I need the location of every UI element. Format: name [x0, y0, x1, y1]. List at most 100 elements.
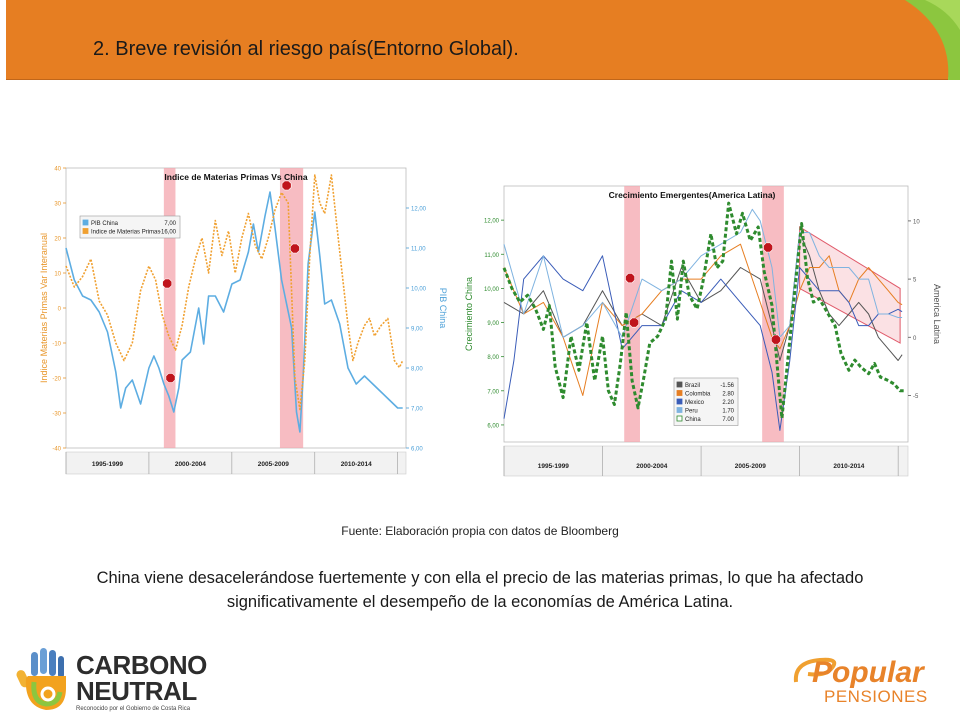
y-tick-label-left: -20 [52, 377, 61, 383]
period-label: 2000-2004 [175, 461, 206, 468]
legend-box [79, 215, 181, 239]
legend-value: 2.80 [722, 392, 734, 398]
rec-marker [165, 373, 176, 383]
legend-label: PIB China [91, 221, 119, 227]
legend-value: 7,00 [164, 221, 176, 227]
popular-pensiones-logo: Popular PENSIONES [793, 656, 928, 706]
period-label: 2005-2009 [735, 463, 766, 470]
y-tick-label-left: 7,00 [487, 389, 499, 395]
recession-band [762, 186, 784, 442]
rec-marker [625, 273, 635, 284]
y-tick-label-left: 6,00 [487, 423, 499, 429]
legend-value: 7.00 [722, 417, 734, 423]
y-tick-label-left: 8,00 [487, 355, 499, 361]
rec-marker [770, 334, 781, 345]
legend-swatch [676, 398, 683, 405]
y-tick-label-left: 30 [54, 202, 61, 208]
y-tick-label-left: 10,00 [484, 287, 500, 293]
y-tick-label-left: 40 [54, 167, 61, 173]
recession-band [624, 186, 640, 442]
legend-value: 2.20 [722, 400, 734, 406]
y-tick-label-right: 5 [913, 278, 917, 284]
chart-title: Indice de Materias Primas Vs China [164, 172, 307, 182]
legend-swatch [82, 228, 89, 234]
swoosh-icon [793, 657, 837, 683]
rec-marker [290, 243, 300, 254]
slide-title: 2. Breve revisión al riesgo país(Entorno… [93, 38, 519, 60]
y-tick-label-left: 20 [54, 237, 61, 243]
legend-value: -1.56 [720, 383, 734, 389]
period-label: 2010-2014 [341, 461, 372, 468]
y-tick-label-left: -30 [52, 412, 61, 418]
y-axis-label-left: Crecimiento China [464, 277, 474, 351]
logo-pensiones-text: PENSIONES [824, 687, 928, 706]
rec-marker [281, 180, 292, 191]
y-tick-label-left: -40 [52, 447, 61, 453]
plot-area [65, 167, 407, 449]
chart-materias-primas-vs-china: 40 30 20 10 0 -10 -20 -30 -40 12,00 11,00 10,00 9,00… [39, 167, 448, 475]
period-label: 2005-2009 [258, 461, 289, 468]
carbono-neutral-logo: CARBONO NEUTRAL Reconocido por el Gobier… [16, 648, 208, 712]
legend-swatch [676, 390, 683, 396]
rec-marker [763, 242, 774, 253]
y-tick-label-left: 11,00 [484, 253, 499, 259]
y-axis-label-right: America Latina [932, 284, 942, 344]
y-tick-label-right: 10 [913, 219, 920, 225]
header-orange-bar [6, 0, 949, 80]
y-tick-label-right: 6,00 [411, 447, 423, 453]
legend-box [673, 377, 739, 426]
y-tick-label-left: 0 [58, 307, 62, 313]
y-tick-label-right: 12,00 [411, 207, 427, 213]
rec-marker [629, 317, 639, 328]
chart-title: Crecimiento Emergentes(America Latina) [609, 190, 776, 200]
legend-swatch [82, 219, 89, 226]
legend-swatch [676, 415, 683, 422]
y-tick-label-right: 0 [913, 336, 917, 342]
recession-band [163, 168, 176, 448]
legend-label: Colombia [685, 392, 711, 398]
legend-label: China [685, 417, 701, 423]
logo-popular-text: Popular [812, 656, 926, 689]
logo-carbono-text: CARBONO [76, 650, 207, 680]
header-banner [6, 0, 960, 80]
legend-label: Brazil [685, 383, 700, 389]
y-axis-label-right: PIB China [438, 288, 448, 329]
y-tick-label-left: 10 [54, 272, 61, 278]
y-tick-label-left: 9,00 [487, 321, 499, 327]
y-axis-label-left: Indice Materias Primas Var Interanual [39, 233, 49, 383]
period-axis-band [503, 445, 909, 477]
series-line-china [502, 201, 905, 420]
logo-tagline: Reconocido por el Gobierno de Costa Rica [76, 706, 191, 712]
hand-icon [16, 648, 66, 710]
legend-swatch [676, 407, 683, 413]
y-tick-label-right: 10,00 [411, 287, 427, 293]
period-label: 1995-1999 [538, 463, 569, 470]
series-line-mexico [503, 255, 903, 431]
legend-label: Peru [685, 409, 698, 415]
chart-crecimiento-emergentes: 12,00 11,00 10,00 9,00 8,00 7,00 6,00 10 5 0 -5 Cre… [464, 185, 942, 477]
body-text: China viene desacelerándose fuertemente … [96, 569, 864, 611]
y-tick-label-right: 9,00 [411, 327, 423, 333]
header-green-highlight [925, 0, 960, 30]
header-green-swoosh [905, 0, 960, 80]
y-tick-label-right: 11,00 [411, 247, 426, 253]
logo-neutral-text: NEUTRAL [76, 676, 197, 706]
legend-label: Indice de Materias Primas [91, 230, 160, 236]
legend-label: Mexico [685, 400, 705, 406]
y-tick-label-right: 8,00 [411, 367, 423, 373]
legend-value: 1.70 [722, 409, 734, 415]
series-line-indice-de-materias-primas [65, 174, 404, 411]
rec-marker [162, 278, 173, 289]
legend-swatch [676, 381, 683, 388]
y-tick-label-left: 12,00 [484, 219, 500, 225]
y-tick-label-left: -10 [52, 342, 61, 348]
series-line-brazil [503, 232, 903, 361]
period-label: 2000-2004 [636, 463, 667, 470]
series-line-pib-china [65, 191, 403, 433]
legend-value: -16,00 [159, 230, 177, 236]
header-bottom-line [6, 79, 948, 80]
y-tick-label-right: -5 [913, 394, 919, 400]
period-label: 2010-2014 [833, 463, 864, 470]
period-label: 1995-1999 [92, 461, 123, 468]
